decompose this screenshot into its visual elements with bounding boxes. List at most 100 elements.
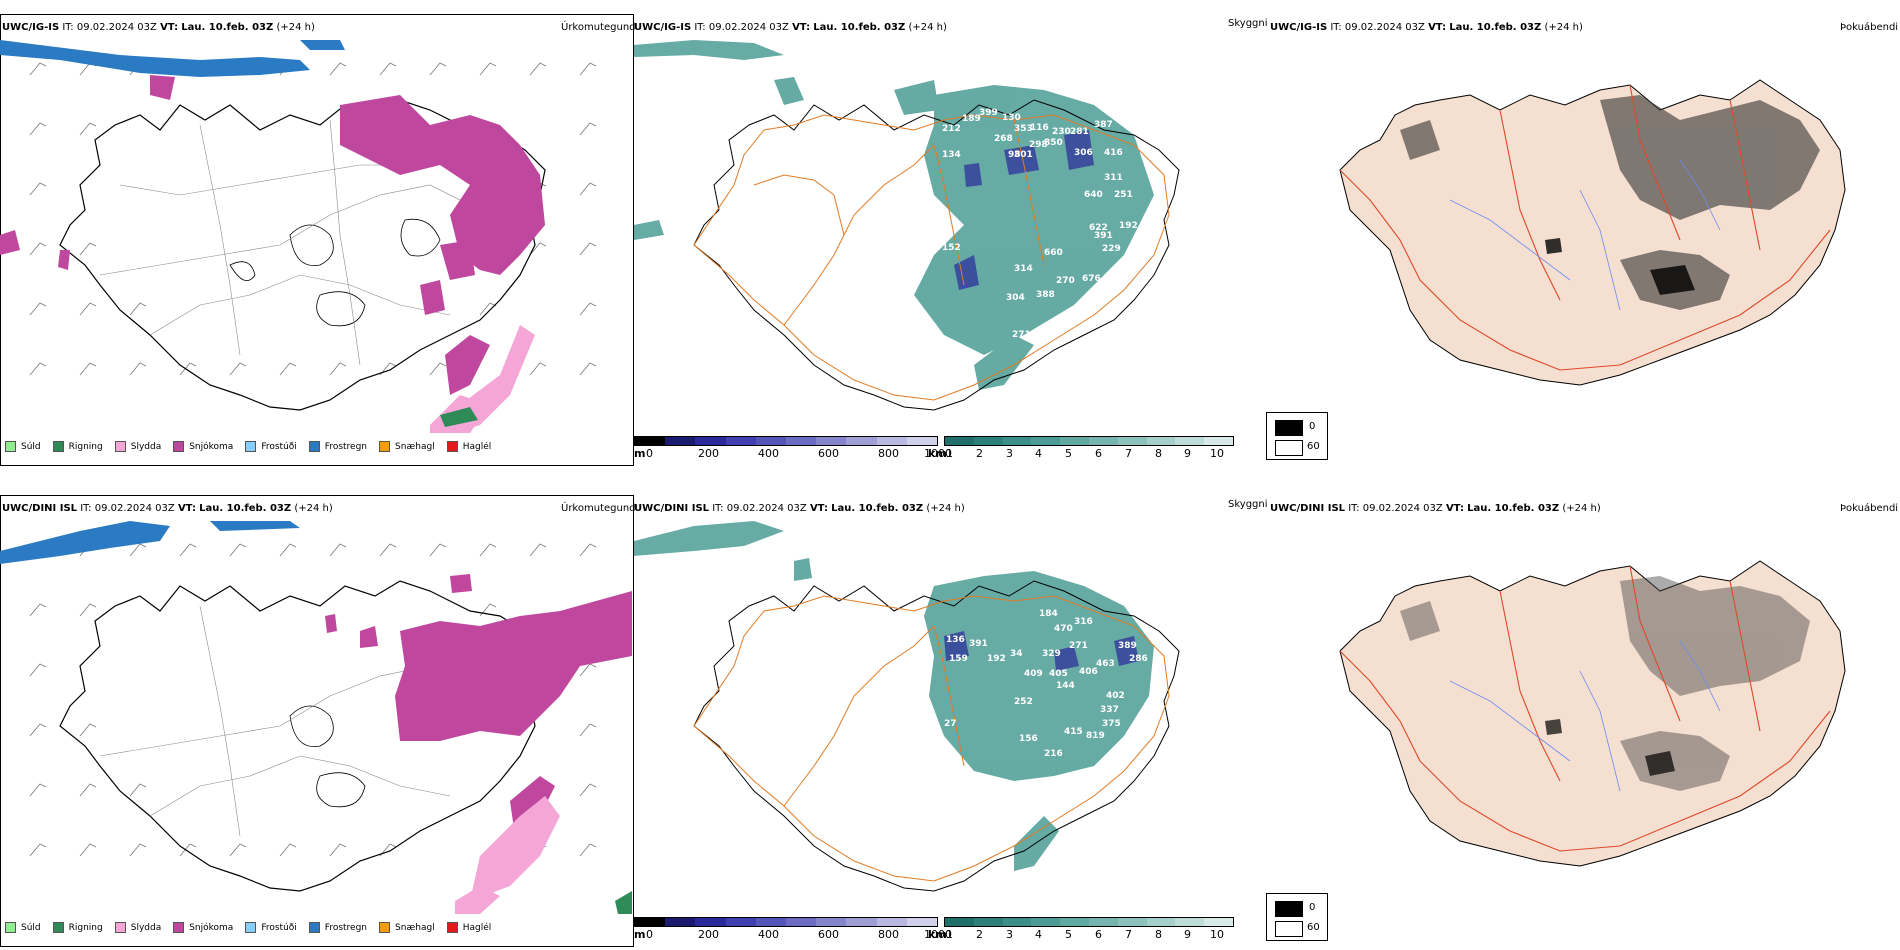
legend-item: Haglél — [446, 441, 491, 452]
legend-item: Frostregn — [308, 922, 367, 933]
vis-label: 622 — [1089, 223, 1108, 233]
vis-label: 130 — [1002, 113, 1021, 123]
coastline — [693, 99, 1180, 411]
fog-dark-cores — [1545, 238, 1695, 295]
glacier-outlines — [229, 218, 441, 327]
road-network — [693, 595, 1170, 882]
vis-label: 402 — [1106, 691, 1125, 701]
legend-item: Frostregn — [308, 441, 367, 452]
vis-label: 316 — [1074, 617, 1093, 627]
vis-label: 306 — [1074, 148, 1093, 158]
vis-label: 251 — [1114, 190, 1133, 200]
vis-label: 304 — [1006, 293, 1025, 303]
road-network — [693, 114, 1170, 401]
visibility-title: Skyggni — [1228, 18, 1268, 29]
legend-item: Slydda — [114, 441, 161, 452]
legend-swatch — [379, 441, 391, 452]
panel-header: UWC/DINI ISL IT: 09.02.2024 03Z VT: Lau.… — [2, 503, 333, 514]
height-scale-row1: m 0 200 400 600 800 1000 — [634, 436, 954, 460]
legend-item: Snæhagl — [379, 441, 435, 452]
road-lines — [99, 119, 501, 366]
legend-item: Haglél — [446, 922, 491, 933]
fog-dark-cores — [1545, 719, 1675, 776]
vis-label: 192 — [1119, 221, 1138, 231]
legend-item: Frostúði — [245, 441, 297, 452]
legend-swatch — [308, 441, 320, 452]
legend-item: Súld — [5, 441, 41, 452]
height-scale-row2: m 0 200 400 600 800 1000 — [634, 917, 954, 941]
vis-label: 463 — [1096, 659, 1115, 669]
vis-label: 301 — [1014, 150, 1033, 160]
precip-map-row1 — [0, 40, 597, 433]
rain-area — [615, 891, 632, 914]
height-unit: m — [634, 928, 646, 941]
vis-label: 216 — [1044, 749, 1063, 759]
vis-label: 281 — [1070, 127, 1089, 137]
legend-item: Slydda — [114, 922, 161, 933]
legend-swatch — [379, 922, 391, 933]
height-colorbar — [634, 436, 938, 446]
low-visibility-areas — [634, 40, 1154, 390]
precip-legend-row2: Súld Rigning Slydda Snjókoma Frostúði Fr… — [5, 922, 503, 933]
visibility-unit: km — [928, 928, 947, 941]
fog-map-row2 — [1339, 560, 1846, 867]
legend-swatch — [245, 441, 257, 452]
freezing-rain-areas — [0, 521, 300, 564]
legend-item: Súld — [5, 922, 41, 933]
vis-label: 271 — [1069, 641, 1088, 651]
precip-panel-row2 — [0, 495, 634, 947]
vis-label: 271 — [1012, 330, 1031, 340]
coastline — [59, 99, 546, 411]
vis-label: 399 — [979, 108, 998, 118]
vis-label: 286 — [1129, 654, 1148, 664]
vis-label: 819 — [1086, 731, 1105, 741]
vis-label: 406 — [1079, 667, 1098, 677]
legend-swatch — [114, 441, 126, 452]
legend-item: Snæhagl — [379, 922, 435, 933]
legend-item: Snjókoma — [173, 441, 233, 452]
vis-label: 415 — [1064, 727, 1083, 737]
precip-title: Úrkomutegund — [561, 22, 636, 33]
fog-title: Þokuábendi — [1840, 22, 1899, 33]
panel-header: UWC/IG-IS IT: 09.02.2024 03Z VT: Lau. 10… — [1270, 22, 1583, 33]
legend-swatch — [245, 922, 257, 933]
vis-label: 189 — [962, 114, 981, 124]
visibility-scale-row2: km 1 2 3 4 5 6 7 8 9 10 — [928, 917, 1244, 941]
coastline — [693, 580, 1180, 892]
panel-header: UWC/DINI ISL IT: 09.02.2024 03Z VT: Lau.… — [634, 503, 965, 514]
legend-item: Rigning — [52, 922, 103, 933]
legend-swatch — [173, 441, 185, 452]
precip-map-row2 — [0, 521, 632, 914]
panel-header: UWC/DINI ISL IT: 09.02.2024 03Z VT: Lau.… — [1270, 503, 1601, 514]
legend-swatch — [52, 922, 64, 933]
vis-label: 387 — [1094, 120, 1113, 130]
roads-red — [1339, 84, 1831, 371]
rivers-blue — [1449, 640, 1721, 792]
vis-label: 230 — [1052, 127, 1071, 137]
vis-label: 229 — [1102, 244, 1121, 254]
fog-title: Þokuábendi — [1840, 503, 1899, 514]
visibility-value-labels: 212 189 399 130 353 116 230 281 387 134 … — [942, 108, 1138, 340]
legend-item: Snjókoma — [173, 922, 233, 933]
visibility-value-labels: 136 391 192 159 34 329 271 409 405 406 4… — [944, 609, 1148, 759]
vis-label: 270 — [1056, 276, 1075, 286]
precip-legend-row1: Súld Rigning Slydda Snjókoma Frostúði Fr… — [5, 441, 503, 452]
vis-label: 156 — [1019, 734, 1038, 744]
rain-area — [440, 407, 478, 427]
low-visibility-areas — [634, 521, 1154, 871]
vis-label: 337 — [1100, 705, 1119, 715]
visibility-scale-row1: km 1 2 3 4 5 6 7 8 9 10 — [928, 436, 1244, 460]
vis-label: 388 — [1036, 290, 1055, 300]
panel-header: UWC/IG-IS IT: 09.02.2024 03Z VT: Lau. 10… — [634, 22, 947, 33]
vis-label: 136 — [946, 635, 965, 645]
legend-swatch — [446, 441, 458, 452]
visibility-map-row1: 212 189 399 130 353 116 230 281 387 134 … — [634, 40, 1180, 411]
snow-areas — [0, 75, 545, 395]
vis-label: 311 — [1104, 173, 1123, 183]
legend-swatch — [5, 441, 16, 452]
vis-label: 389 — [1118, 641, 1137, 651]
vis-label: 850 — [1044, 138, 1063, 148]
vis-label: 314 — [1014, 264, 1033, 274]
vis-label: 416 — [1104, 148, 1123, 158]
vis-label: 375 — [1102, 719, 1121, 729]
